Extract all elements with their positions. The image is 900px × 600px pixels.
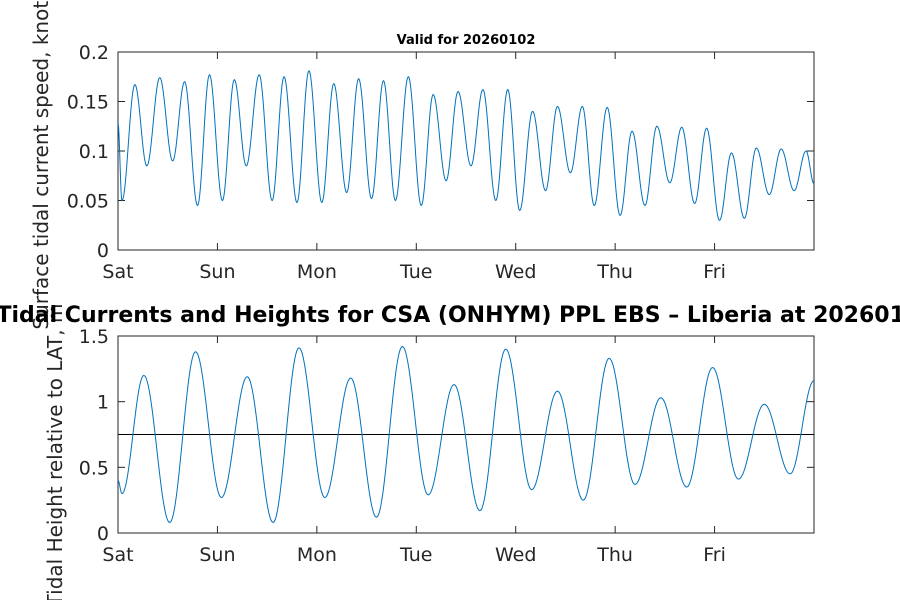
current-speed-ylabel: Surface tidal current speed, knots	[29, 0, 53, 330]
current-speed-plot-box	[117, 51, 815, 251]
ytick-label: 0.1	[79, 141, 109, 163]
tidal-height-ylabel: Tidal Height relative to LAT, m	[43, 304, 67, 600]
ytick-label: 0.2	[79, 42, 109, 64]
ytick-label: 0.5	[79, 457, 109, 479]
current-speed-axes: 0 0.05 0.1 0.15 0.2 Sat Sun Mon Tue Wed Thu Fri Va…	[67, 33, 815, 283]
ytick-label: 0.05	[67, 191, 109, 213]
xtick-label: Thu	[596, 261, 633, 283]
xtick-label: Tue	[399, 261, 432, 283]
xtick-label: Sat	[102, 544, 133, 566]
xtick-label: Sun	[199, 261, 235, 283]
xtick-label: Sun	[199, 544, 235, 566]
ytick-label: 1.5	[79, 326, 109, 348]
xtick-label: Thu	[596, 544, 633, 566]
xtick-label: Fri	[703, 544, 726, 566]
ytick-label: 0.15	[67, 92, 109, 114]
current-speed-title: Valid for 20260102	[397, 33, 536, 48]
xtick-label: Wed	[495, 261, 536, 283]
xtick-label: Mon	[297, 544, 337, 566]
xtick-label: Tue	[399, 544, 432, 566]
xtick-label: Mon	[297, 261, 337, 283]
current-speed-series-line	[117, 70, 815, 221]
ytick-label: 0	[97, 523, 109, 545]
main-title: Tidal Currents and Heights for CSA (ONHY…	[0, 303, 900, 328]
tidal-height-axes: 0 0.5 1 1.5 Sat Sun Mon Tue Wed Thu Fri	[79, 326, 815, 566]
xtick-label: Sat	[102, 261, 133, 283]
ytick-label: 1	[97, 392, 109, 414]
xtick-label: Fri	[703, 261, 726, 283]
xtick-label: Wed	[495, 544, 536, 566]
tidal-height-series-line	[117, 345, 815, 524]
ytick-label: 0	[97, 240, 109, 262]
